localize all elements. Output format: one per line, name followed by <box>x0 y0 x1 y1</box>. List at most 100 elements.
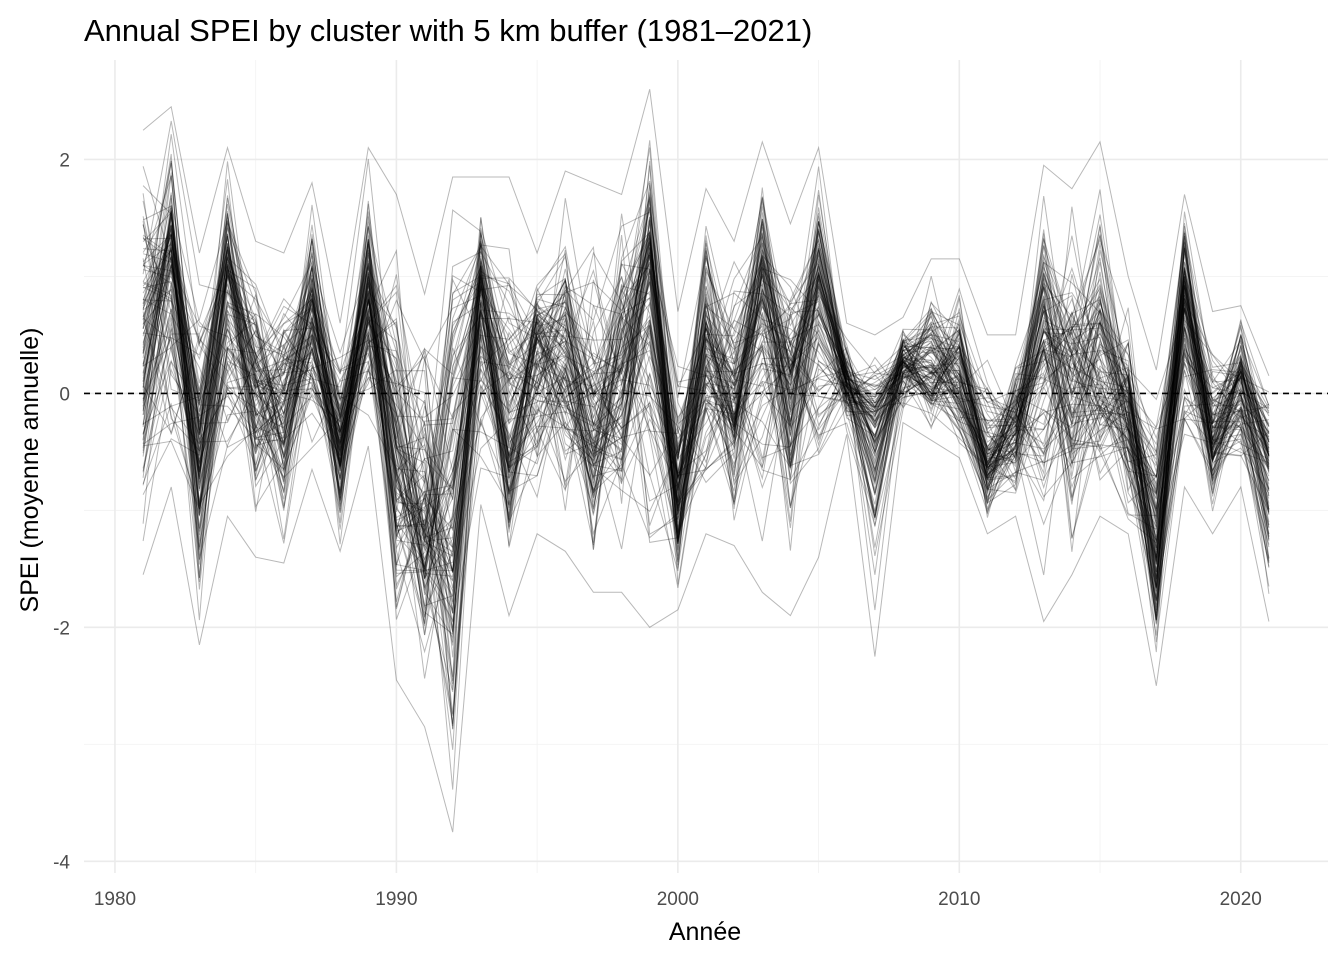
series-line <box>142 213 1270 538</box>
series-line <box>142 226 1270 593</box>
series-line <box>142 201 1270 621</box>
series-line <box>142 198 1270 603</box>
series-line <box>142 175 1270 565</box>
series-line <box>142 225 1270 658</box>
series-line <box>142 232 1270 568</box>
x-tick-label: 1990 <box>375 889 417 910</box>
series-line <box>142 235 1270 578</box>
series-line <box>142 187 1270 621</box>
series-line <box>142 221 1270 727</box>
series-line <box>142 194 1270 654</box>
series-line <box>142 206 1270 677</box>
series-line <box>142 223 1270 592</box>
series-line <box>142 192 1270 588</box>
series-line <box>142 251 1270 570</box>
series-line <box>142 217 1270 691</box>
series-line <box>142 209 1270 587</box>
y-tick-label: -4 <box>53 852 70 873</box>
series-line <box>142 234 1270 614</box>
series-line <box>142 220 1270 653</box>
x-tick-label: 2020 <box>1220 889 1262 910</box>
series-line <box>142 200 1270 580</box>
series-line <box>142 195 1270 601</box>
series-line <box>142 222 1270 580</box>
grid <box>84 60 1328 873</box>
series-line <box>142 175 1270 610</box>
series-line <box>142 192 1270 636</box>
series-line <box>142 225 1269 572</box>
series-line <box>142 213 1270 579</box>
series-line <box>142 179 1270 596</box>
series-line <box>142 234 1270 562</box>
series-line <box>142 237 1270 750</box>
series-line <box>142 223 1270 608</box>
series-line <box>142 217 1270 623</box>
series-line <box>142 233 1270 632</box>
series-line <box>142 228 1270 565</box>
series-line <box>142 211 1270 614</box>
series-line <box>142 209 1270 484</box>
series-line-max <box>142 89 1270 376</box>
series-line <box>142 160 1270 580</box>
x-tick-label: 1980 <box>94 889 136 910</box>
series-line <box>142 207 1270 525</box>
y-axis-ticks: -4 -2 0 2 <box>53 150 70 873</box>
series-line <box>142 196 1270 534</box>
series-line <box>142 184 1270 551</box>
series-line-min <box>142 421 1270 833</box>
x-tick-label: 2000 <box>657 889 699 910</box>
series-line <box>142 253 1270 550</box>
series-line <box>142 229 1270 573</box>
series-line <box>142 217 1270 618</box>
y-tick-label: 2 <box>59 150 70 171</box>
series-line <box>143 265 1270 625</box>
series-line <box>142 234 1270 572</box>
y-axis-title: SPEI (moyenne annuelle) <box>16 328 44 613</box>
series-line <box>142 221 1270 716</box>
x-axis-ticks: 1980 1990 2000 2010 2020 <box>94 889 1262 910</box>
series-line <box>142 140 1270 588</box>
series-line <box>142 235 1270 628</box>
series-line <box>142 226 1270 579</box>
series-line <box>142 206 1270 583</box>
series-line <box>142 120 1270 561</box>
series-line <box>142 216 1270 632</box>
series-line <box>142 258 1270 539</box>
series-line <box>143 225 1270 548</box>
series-line <box>142 216 1270 580</box>
series-line <box>142 160 1270 636</box>
series-line <box>142 215 1270 646</box>
series-line <box>142 223 1270 625</box>
series-line <box>142 205 1270 577</box>
series-line <box>142 196 1270 541</box>
series-line <box>142 236 1270 608</box>
series-line <box>142 235 1270 618</box>
chart-title: Annual SPEI by cluster with 5 km buffer … <box>84 13 812 48</box>
series-line <box>142 234 1270 572</box>
series-line <box>142 180 1270 518</box>
series-line <box>142 268 1270 684</box>
series-line <box>142 197 1270 590</box>
series-line <box>142 220 1270 540</box>
series-line <box>142 153 1270 578</box>
series-line <box>142 240 1270 681</box>
series-line <box>142 189 1270 643</box>
series-line <box>142 204 1270 537</box>
series-line <box>142 134 1270 548</box>
series-line <box>142 197 1270 611</box>
series-line <box>142 220 1270 623</box>
series-line <box>142 193 1270 526</box>
series-line <box>142 203 1270 549</box>
series-line <box>142 211 1270 643</box>
series-line <box>142 275 1270 573</box>
series-line <box>142 216 1270 550</box>
series-line <box>142 147 1270 588</box>
series-line <box>142 224 1270 567</box>
series-line <box>142 161 1270 715</box>
series-line <box>142 210 1270 679</box>
series-line <box>142 211 1270 611</box>
series-line <box>143 248 1270 590</box>
series-line <box>142 199 1270 614</box>
series-line <box>142 211 1270 624</box>
